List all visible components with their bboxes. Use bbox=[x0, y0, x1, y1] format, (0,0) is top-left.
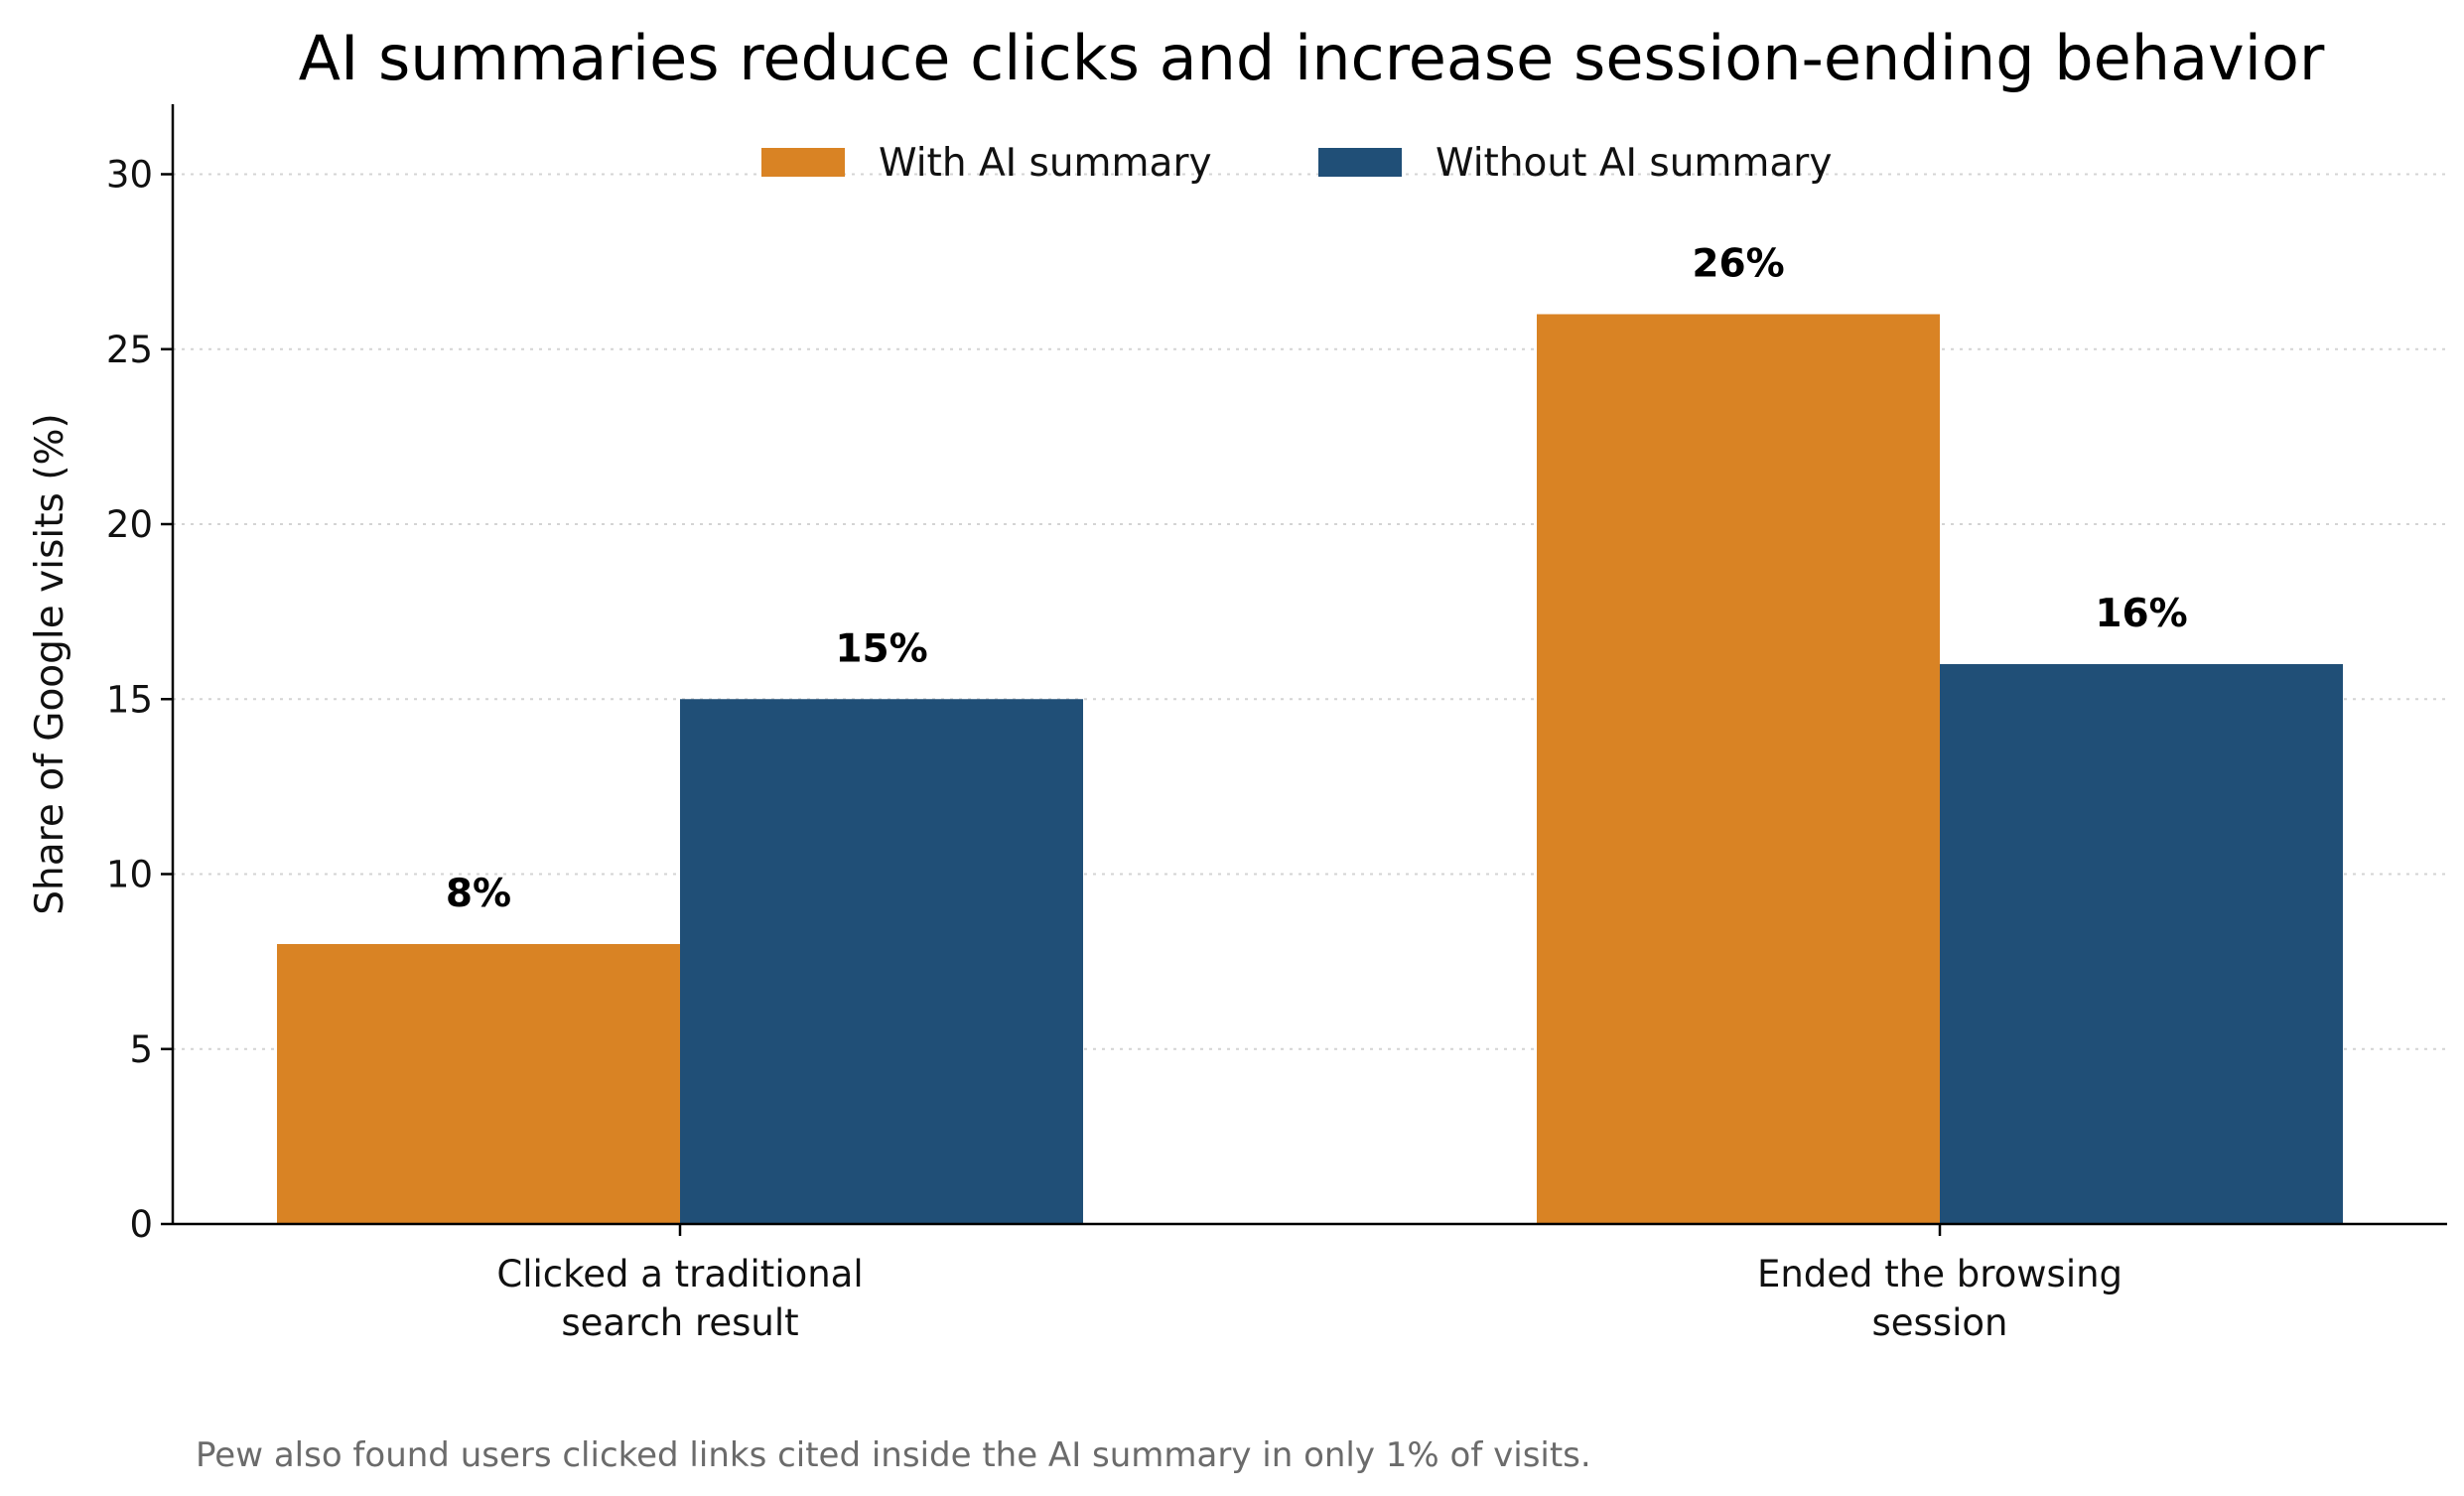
data-label: 8% bbox=[446, 872, 511, 916]
y-tick-label: 10 bbox=[106, 854, 153, 896]
bar-without-ai-0 bbox=[680, 699, 1083, 1224]
legend: With AI summary Without AI summary bbox=[761, 141, 1832, 186]
x-tick-label: Ended the browsing bbox=[1757, 1253, 2122, 1295]
axes bbox=[171, 104, 2447, 1226]
bar-with-ai-0 bbox=[277, 944, 680, 1224]
footnote: Pew also found users clicked links cited… bbox=[196, 1435, 1591, 1475]
y-axis-label: Share of Google visits (%) bbox=[28, 413, 72, 914]
y-tick-label: 30 bbox=[106, 154, 153, 197]
bar-without-ai-1 bbox=[1940, 664, 2343, 1224]
y-tick-label: 0 bbox=[129, 1203, 153, 1246]
chart-title: AI summaries reduce clicks and increase … bbox=[299, 22, 2325, 94]
data-label: 16% bbox=[2095, 592, 2187, 636]
legend-swatch bbox=[761, 148, 845, 177]
data-label: 15% bbox=[835, 626, 927, 671]
bar-with-ai-1 bbox=[1537, 314, 1940, 1224]
x-tick-label: search result bbox=[561, 1301, 798, 1344]
legend-label: Without AI summary bbox=[1436, 141, 1832, 186]
data-labels: 8% 15% 26% 16% bbox=[446, 242, 2188, 917]
legend-swatch bbox=[1318, 148, 1402, 177]
x-tick-label: Clicked a traditional bbox=[496, 1253, 863, 1295]
y-ticks: 0 5 10 15 20 25 30 bbox=[106, 154, 173, 1246]
y-tick-label: 25 bbox=[106, 329, 153, 371]
y-tick-label: 5 bbox=[129, 1028, 153, 1071]
data-label: 26% bbox=[1692, 242, 1784, 287]
bars bbox=[277, 314, 2343, 1224]
x-ticks: Clicked a traditional search result Ended … bbox=[496, 1224, 2122, 1344]
legend-label: With AI summary bbox=[879, 141, 1212, 186]
y-tick-label: 15 bbox=[106, 678, 153, 721]
x-tick-label: session bbox=[1872, 1301, 2008, 1344]
y-tick-label: 20 bbox=[106, 503, 153, 546]
